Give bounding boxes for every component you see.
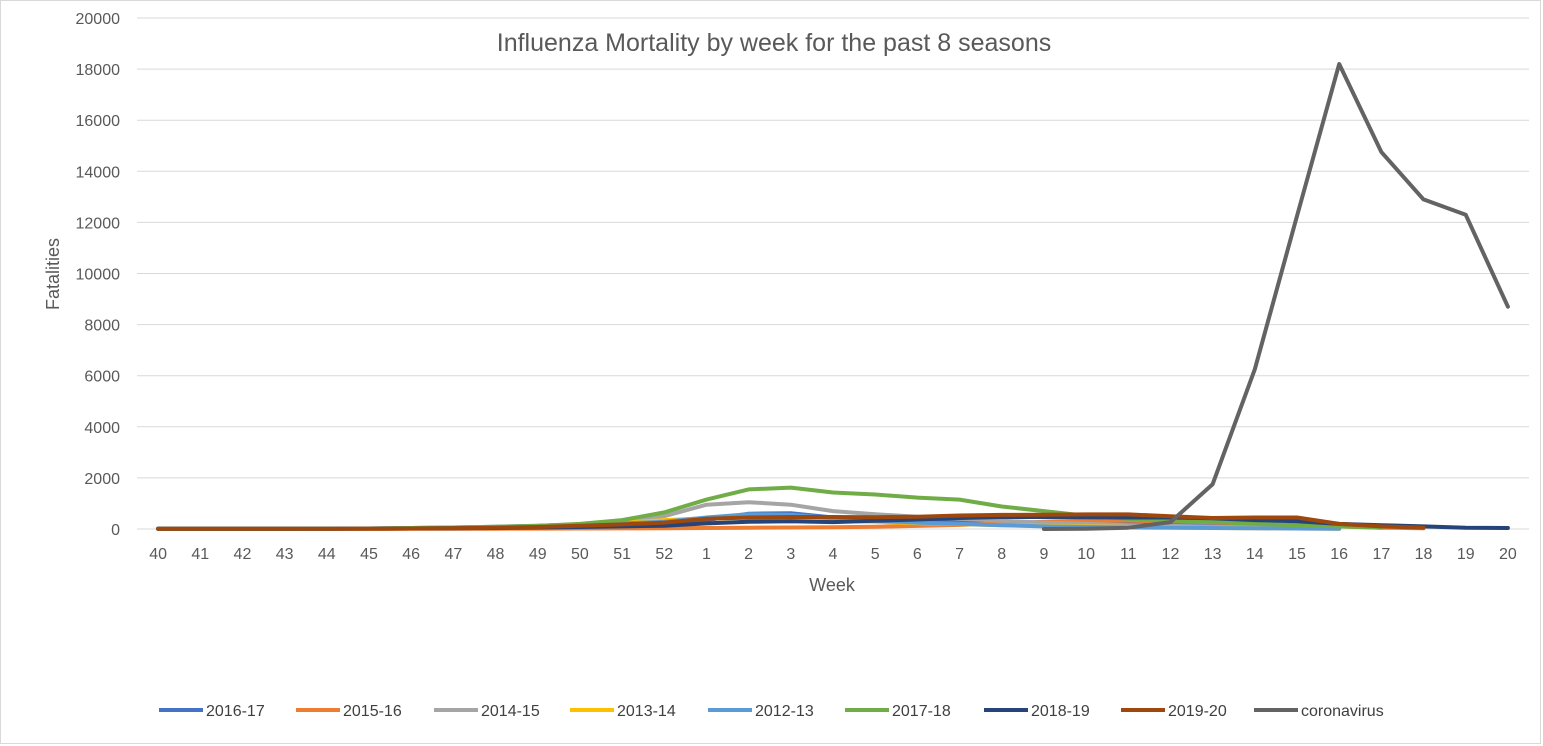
y-tick-label: 20000 [76,11,121,28]
legend-item: 2017-18 [845,703,951,720]
x-tick-label: 44 [318,546,336,563]
x-tick-label: 51 [613,546,631,563]
series-lines [156,62,1510,531]
x-tick-label: 14 [1246,546,1264,563]
y-axis-ticks: 0 2000 4000 6000 8000 10000 12000 14000 16000 180… [76,11,121,539]
legend-label: 2012-13 [755,703,814,720]
x-tick-label: 5 [871,546,880,563]
y-tick-label: 14000 [76,164,121,181]
legend-label: 2018-19 [1031,703,1090,720]
legend-item: 2013-14 [570,703,676,720]
x-tick-label: 9 [1039,546,1048,563]
x-tick-label: 43 [276,546,294,563]
x-tick-label: 11 [1120,546,1137,563]
series-line-2019-20 [156,512,1426,531]
legend-item: 2012-13 [708,703,814,720]
x-tick-label: 41 [191,546,209,563]
x-tick-label: 2 [744,546,753,563]
x-tick-label: 1 [702,546,711,563]
x-tick-label: 19 [1457,546,1475,563]
x-tick-label: 3 [786,546,795,563]
x-tick-label: 49 [529,546,547,563]
legend-item: 2015-16 [296,703,402,720]
x-axis-title: Week [809,575,856,595]
x-tick-label: 12 [1162,546,1180,563]
series-line-coronavirus [1041,62,1510,531]
legend-item: coronavirus [1254,703,1384,720]
x-tick-label: 47 [444,546,462,563]
y-tick-label: 4000 [84,420,120,437]
x-tick-label: 10 [1077,546,1095,563]
x-tick-label: 42 [234,546,252,563]
y-tick-label: 18000 [76,62,121,79]
legend-item: 2016-17 [159,703,265,720]
x-tick-label: 16 [1330,546,1348,563]
x-tick-label: 52 [655,546,673,563]
legend-label: 2017-18 [892,703,951,720]
x-axis-ticks: 40 41 42 43 44 45 46 47 48 49 50 51 52 1 2 3 4 5 6 7 8 9 10 11 1… [149,546,1517,563]
y-tick-label: 12000 [76,215,121,232]
chart-title: Influenza Mortality by week for the past… [497,29,1051,57]
x-tick-label: 4 [829,546,838,563]
x-tick-label: 50 [571,546,589,563]
legend-label: 2015-16 [343,703,402,720]
y-tick-label: 16000 [76,113,121,130]
x-tick-label: 15 [1288,546,1306,563]
legend-label: 2013-14 [617,703,676,720]
x-tick-label: 17 [1372,546,1390,563]
x-tick-label: 8 [997,546,1006,563]
gridlines [137,17,1529,530]
x-tick-label: 40 [149,546,167,563]
legend-label: 2014-15 [481,703,540,720]
legend-item: 2014-15 [434,703,540,720]
y-tick-label: 2000 [84,471,120,488]
legend-item: 2019-20 [1121,703,1227,720]
y-axis-title: Fatalities [43,238,63,310]
legend-label: coronavirus [1301,703,1384,720]
x-tick-label: 6 [913,546,922,563]
x-tick-label: 45 [360,546,378,563]
x-tick-label: 46 [402,546,420,563]
legend-label: 2016-17 [206,703,265,720]
y-tick-label: 0 [111,522,120,539]
legend-item: 2018-19 [984,703,1090,720]
y-tick-label: 10000 [76,267,121,284]
x-tick-label: 7 [955,546,964,563]
x-tick-label: 48 [487,546,505,563]
y-tick-label: 6000 [84,369,120,386]
x-tick-label: 20 [1499,546,1517,563]
x-tick-label: 18 [1415,546,1433,563]
x-tick-label: 13 [1204,546,1222,563]
y-tick-label: 8000 [84,318,120,335]
legend-label: 2019-20 [1168,703,1227,720]
legend: 2016-17 2015-16 2014-15 2013-14 2012-13 2017-… [159,703,1384,720]
